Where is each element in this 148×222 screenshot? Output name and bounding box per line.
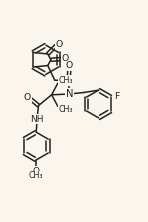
Text: N: N [66, 89, 73, 99]
Text: O: O [62, 54, 69, 63]
Text: O: O [66, 61, 73, 71]
Text: O: O [33, 166, 40, 176]
Text: NH: NH [30, 115, 44, 124]
Text: O: O [24, 93, 31, 102]
Text: CH₃: CH₃ [59, 76, 73, 85]
Text: CH₃: CH₃ [59, 105, 73, 114]
Text: F: F [114, 92, 119, 101]
Text: CH₃: CH₃ [29, 171, 44, 180]
Text: O: O [55, 40, 63, 49]
